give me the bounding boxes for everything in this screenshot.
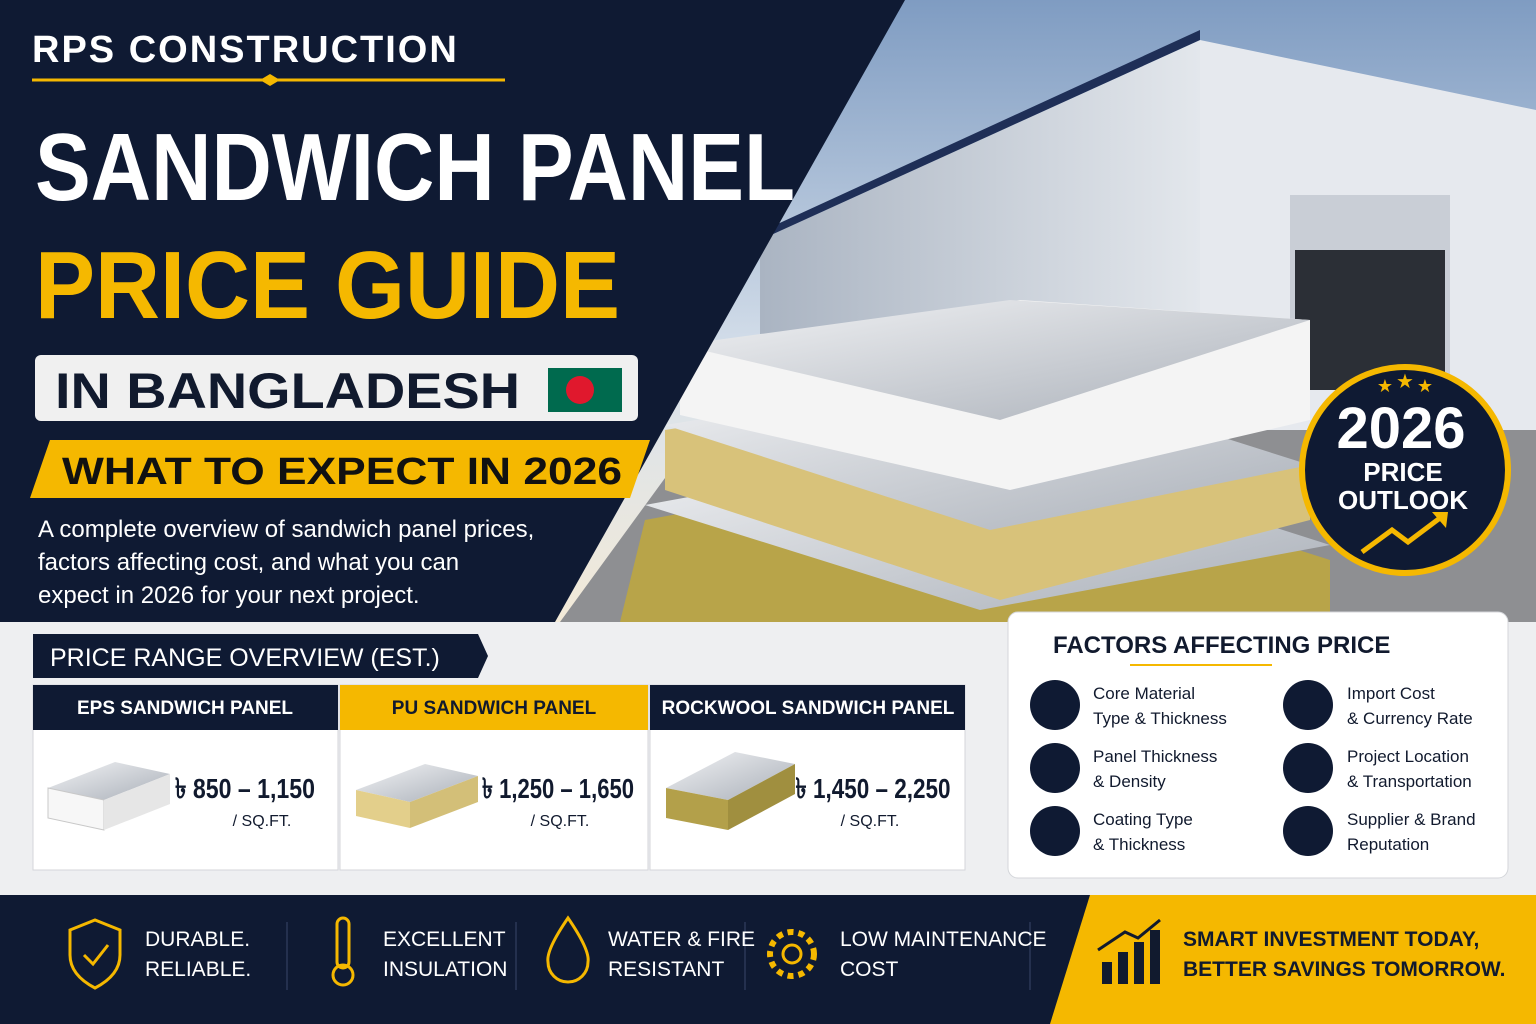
factor-text: Coating Type — [1093, 810, 1193, 829]
title-line1: SANDWICH PANEL — [35, 114, 795, 221]
factor-text: Project Location — [1347, 747, 1469, 766]
card-header — [340, 685, 648, 730]
panel-price: ৳ 850 – 1,150 — [175, 773, 315, 804]
card-header — [33, 685, 338, 730]
factor-icon — [1030, 743, 1080, 793]
tagline-ribbon — [30, 440, 650, 498]
price-tab — [33, 634, 488, 678]
panel-thumb-top — [356, 764, 478, 802]
card-header — [650, 685, 965, 730]
growth-bar — [1134, 942, 1144, 984]
factor-text: & Thickness — [1093, 835, 1185, 854]
panel-eps-top — [680, 300, 1310, 420]
factors-title: FACTORS AFFECTING PRICE — [1053, 632, 1390, 659]
panel-price: ৳ 1,250 – 1,650 — [482, 773, 634, 804]
growth-arrow — [1097, 918, 1161, 952]
location: IN BANGLADESH — [55, 363, 520, 419]
thermometer-icon — [335, 916, 351, 970]
growth-bar — [1118, 952, 1128, 984]
shield-icon — [68, 918, 122, 990]
underline-diamond — [260, 74, 280, 86]
factor-icon — [1283, 680, 1333, 730]
feature-text: DURABLE. — [145, 928, 250, 951]
brand: RPS CONSTRUCTION — [32, 29, 459, 71]
roof-edge — [760, 30, 1200, 240]
panel-price: ৳ 1,450 – 2,250 — [796, 773, 951, 804]
slogan: BETTER SAVINGS TOMORROW. — [1183, 958, 1505, 981]
price-card: EPS SANDWICH PANEL ৳ 850 – 1,150 / SQ.FT… — [32, 684, 339, 871]
factor-icons — [1030, 680, 1333, 856]
growth-bar — [1150, 930, 1160, 984]
slogan-band — [1050, 895, 1536, 1024]
panel-thumb-top — [48, 762, 170, 800]
panel-name: EPS SANDWICH PANEL — [77, 698, 293, 719]
location-pill — [35, 355, 638, 421]
drop-icon — [546, 915, 590, 984]
badge-arrow — [1360, 516, 1442, 555]
panel-name: ROCKWOOL SANDWICH PANEL — [662, 698, 955, 719]
feature-text: RELIABLE. — [145, 958, 251, 981]
description-line: A complete overview of sandwich panel pr… — [38, 516, 534, 543]
badge-line2: OUTLOOK — [1338, 485, 1468, 515]
factor-text: Core Material — [1093, 684, 1195, 703]
factor-texts: Core Material Type & Thickness Import Cost… — [1093, 684, 1476, 854]
factor-text: Import Cost — [1347, 684, 1435, 703]
gear-icon — [767, 929, 817, 979]
badge-stars: ★ — [1377, 376, 1393, 396]
gear-hub — [781, 943, 803, 965]
growth-icon — [1097, 918, 1161, 984]
badge-stars: ★ — [1417, 376, 1433, 396]
factor-text: Supplier & Brand — [1347, 810, 1476, 829]
factor-icon — [1030, 680, 1080, 730]
feature-text: LOW MAINTENANCE — [840, 928, 1047, 951]
factor-text: & Transportation — [1347, 772, 1472, 791]
tagline: WHAT TO EXPECT IN 2026 — [62, 451, 622, 493]
badge-stars: ★ — [1396, 371, 1414, 393]
panel-unit: / SQ.FT. — [233, 813, 292, 830]
thermometer-bulb — [331, 963, 355, 987]
feature-text: COST — [840, 958, 899, 981]
panel-thumb-core — [666, 788, 728, 830]
factor-text: Panel Thickness — [1093, 747, 1217, 766]
feature-text: RESISTANT — [608, 958, 724, 981]
description-line: expect in 2026 for your next project. — [38, 582, 420, 609]
price-card: ROCKWOOL SANDWICH PANEL ৳ 1,450 – 2,250 … — [649, 684, 966, 871]
panel-unit: / SQ.FT. — [531, 813, 590, 830]
panel-thumb-side — [728, 764, 795, 830]
factor-text: & Currency Rate — [1347, 709, 1473, 728]
slogan: SMART INVESTMENT TODAY, — [1183, 928, 1479, 951]
panel-thumb-top — [666, 752, 795, 800]
price-range-title: PRICE RANGE OVERVIEW (EST.) — [50, 644, 440, 672]
panel-name: PU SANDWICH PANEL — [392, 698, 597, 719]
feature-text: WATER & FIRE — [608, 928, 755, 951]
badge-line1: PRICE — [1363, 457, 1442, 487]
price-card: PU SANDWICH PANEL ৳ 1,250 – 1,650 / SQ.F… — [339, 684, 649, 871]
badge — [1299, 364, 1511, 576]
factor-icon — [1283, 743, 1333, 793]
factor-icon — [1030, 806, 1080, 856]
factor-text: Type & Thickness — [1093, 709, 1227, 728]
growth-bar — [1102, 962, 1112, 984]
flag-disc — [566, 376, 594, 404]
panel-thumb-side — [410, 776, 478, 828]
check-icon — [82, 944, 110, 967]
factors-box — [1007, 611, 1509, 879]
factor-icon — [1283, 806, 1333, 856]
panel-thumb-side — [104, 774, 170, 830]
feature-text: INSULATION — [383, 958, 507, 981]
title-line2: PRICE GUIDE — [35, 232, 620, 339]
badge-arrowhead — [1432, 512, 1448, 528]
factor-text: Reputation — [1347, 835, 1429, 854]
badge-year: 2026 — [1336, 396, 1465, 461]
panel-thumb-core — [356, 790, 410, 828]
description-line: factors affecting cost, and what you can — [38, 549, 459, 576]
factor-text: & Density — [1093, 772, 1166, 791]
feature-text: EXCELLENT — [383, 928, 506, 951]
panel-unit: / SQ.FT. — [841, 813, 900, 830]
